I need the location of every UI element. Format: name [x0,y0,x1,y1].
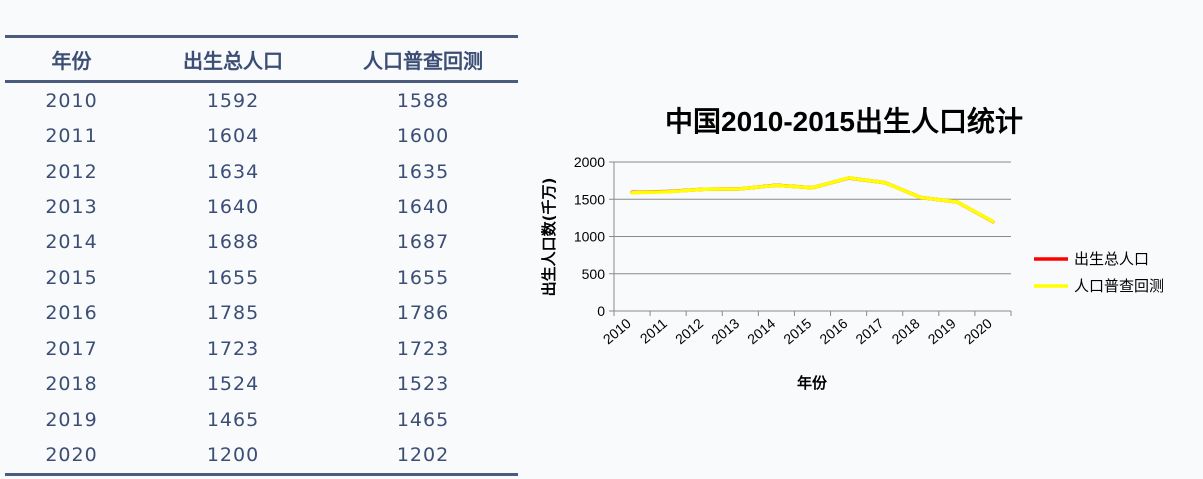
x-tick-label: 2013 [708,315,742,347]
cell-census-backcast: 1635 [396,160,450,183]
y-tick-labels: 0 500 1000 1500 2000 [574,154,605,319]
legend-label: 出生总人口 [1074,250,1149,268]
x-tick-label: 2018 [889,315,923,347]
cell-year: 2017 [45,337,98,360]
cell-census-backcast: 1786 [396,302,450,325]
cell-total-births: 1465 [206,408,260,431]
cell-year: 2018 [45,373,98,396]
header-year: 年份 [5,35,138,83]
birth-population-table: 年份 出生总人口 人口普查回测 2010 1592 1588 2011 1604 160… [5,35,518,476]
birth-line-chart: 中国2010-2015出生人口统计 出生人口数(千万) 年份 0 500 1000 1… [540,105,1164,392]
y-tick-label: 2000 [574,154,605,170]
cell-total-births: 1634 [206,160,260,183]
cell-census-backcast: 1723 [396,337,450,360]
cell-census-backcast: 1465 [396,408,450,431]
header-census-backcast: 人口普查回测 [328,35,518,83]
y-tick-label: 0 [597,303,605,319]
cell-census-backcast: 1640 [396,196,450,219]
table-row: 2018 1524 1523 [5,367,518,402]
x-tick-label: 2017 [852,315,886,347]
cell-year: 2019 [45,408,98,431]
cell-total-births: 1592 [206,89,260,112]
x-tick-label: 2015 [780,315,814,347]
table-row: 2010 1592 1588 [5,82,518,119]
table-header-row: 年份 出生总人口 人口普查回测 [5,35,518,83]
x-tick-label: 2012 [672,315,706,347]
table-row: 2017 1723 1723 [5,331,518,366]
cell-total-births: 1655 [206,266,260,289]
y-axis-label: 出生人口数(千万) [540,178,558,297]
cell-year: 2012 [45,160,98,183]
axes [609,161,1012,316]
data-table-panel: 年份 出生总人口 人口普查回测 2010 1592 1588 2011 1604 160… [5,35,518,476]
x-tick-label: 2014 [744,315,778,347]
cell-total-births: 1200 [138,437,328,476]
cell-year: 2020 [5,437,138,476]
cell-census-backcast: 1687 [396,231,450,254]
cell-total-births: 1785 [206,302,260,325]
cell-total-births: 1604 [206,125,260,148]
x-tick-label: 2010 [600,315,634,347]
table-row: 2015 1655 1655 [5,260,518,295]
cell-total-births: 1688 [206,231,260,254]
cell-census-backcast: 1523 [396,373,450,396]
cell-total-births: 1640 [206,196,260,219]
table-row: 2020 1200 1202 [5,437,518,476]
series-line-2 [630,176,995,224]
table-row: 2012 1634 1635 [5,154,518,189]
cell-year: 2013 [45,196,98,219]
legend-label: 人口普查回测 [1074,277,1164,295]
x-tick-label: 2020 [961,315,995,347]
x-tick-label: 2011 [637,315,671,347]
table-row: 2013 1640 1640 [5,189,518,224]
cell-year: 2015 [45,266,98,289]
gridlines [614,161,1011,275]
y-tick-label: 1000 [574,229,605,245]
cell-census-backcast: 1588 [396,89,450,112]
cell-total-births: 1723 [206,337,260,360]
table-row: 2014 1688 1687 [5,225,518,260]
cell-census-backcast: 1600 [396,125,450,148]
x-axis-label: 年份 [797,374,828,392]
x-tick-labels: 2010 2011 2012 2013 2014 2015 2016 2017 2018 2019… [600,315,995,347]
chart-title: 中国2010-2015出生人口统计 [665,105,1023,137]
cell-total-births: 1524 [206,373,260,396]
table-row: 2019 1465 1465 [5,402,518,437]
x-tick-label: 2016 [816,315,850,347]
cell-year: 2010 [45,89,98,112]
y-tick-label: 500 [582,266,606,282]
cell-census-backcast: 1202 [328,437,518,476]
cell-year: 2011 [45,125,98,148]
x-tick-label: 2019 [925,315,959,347]
cell-year: 2014 [45,231,98,254]
cell-year: 2016 [45,302,98,325]
table-row: 2011 1604 1600 [5,118,518,153]
y-tick-label: 1500 [574,191,605,207]
header-total-births: 出生总人口 [138,35,328,83]
table-row: 2016 1785 1786 [5,296,518,331]
series-lines [630,176,995,224]
cell-census-backcast: 1655 [396,266,450,289]
